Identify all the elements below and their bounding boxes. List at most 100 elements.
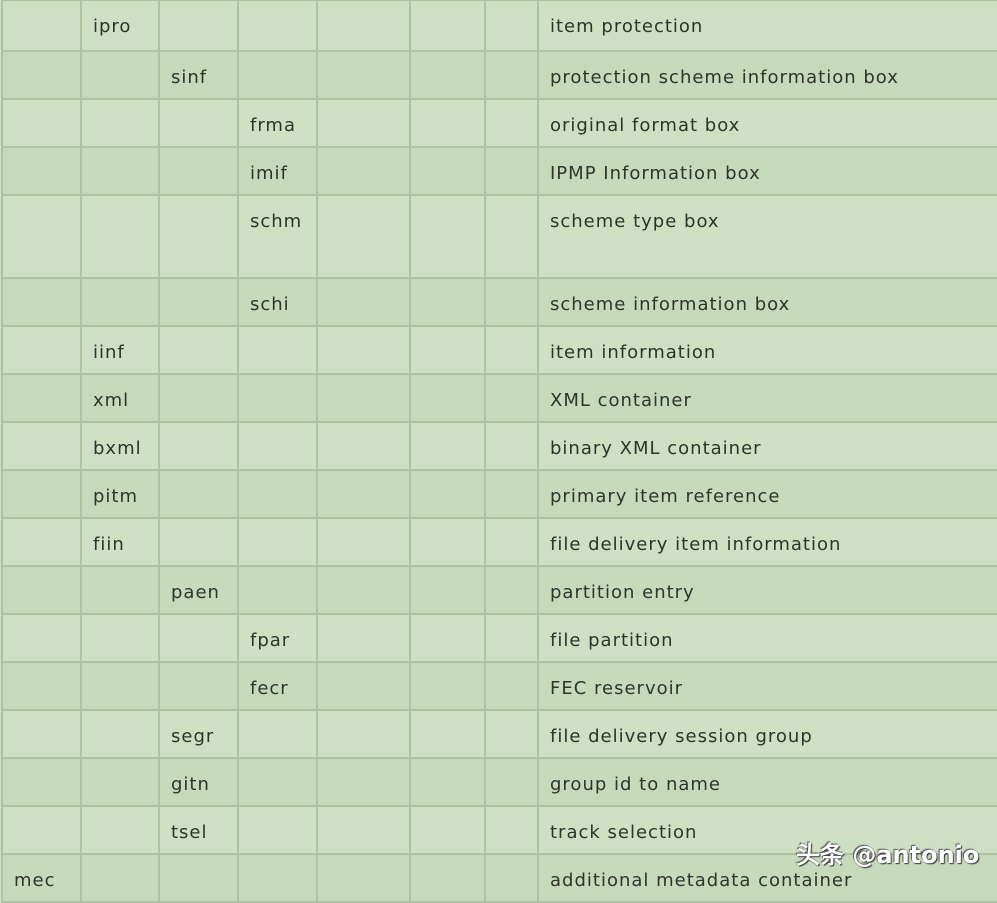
- table-row: fiin file delivery item information: [1, 517, 997, 567]
- box-type-cell: [1, 757, 82, 807]
- box-type-cell: [484, 277, 539, 327]
- box-type-cell: [409, 469, 486, 519]
- box-type-cell: [316, 805, 411, 855]
- box-type-cell: [80, 98, 160, 148]
- description-cell: item protection: [537, 0, 997, 52]
- box-type-cell: [237, 469, 318, 519]
- box-type-cell: [409, 98, 486, 148]
- box-type-cell: [409, 805, 486, 855]
- box-type-cell: [1, 469, 82, 519]
- description-cell: item information: [537, 325, 997, 375]
- box-type-cell: [158, 325, 239, 375]
- box-type-cell: [1, 565, 82, 615]
- box-type-cell: [158, 469, 239, 519]
- box-type-cell: iinf: [80, 325, 160, 375]
- box-type-cell: tsel: [158, 805, 239, 855]
- table-row: ipro item protection: [1, 0, 997, 52]
- box-type-cell: schm: [237, 194, 318, 279]
- box-type-cell: [484, 194, 539, 279]
- box-type-cell: frma: [237, 98, 318, 148]
- box-type-cell: [316, 277, 411, 327]
- box-type-cell: [484, 565, 539, 615]
- box-type-cell: [80, 661, 160, 711]
- box-type-cell: [158, 146, 239, 196]
- box-type-cell: [1, 277, 82, 327]
- box-type-cell: [484, 325, 539, 375]
- box-type-cell: fiin: [80, 517, 160, 567]
- box-type-cell: [484, 0, 539, 52]
- table-row: bxml binary XML container: [1, 421, 997, 471]
- box-type-cell: [237, 50, 318, 100]
- box-type-cell: [237, 805, 318, 855]
- box-type-cell: [409, 709, 486, 759]
- box-type-cell: [1, 421, 82, 471]
- table-row: segr file delivery session group: [1, 709, 997, 759]
- box-type-cell: [409, 565, 486, 615]
- description-cell: file delivery item information: [537, 517, 997, 567]
- box-type-cell: [158, 613, 239, 663]
- box-type-cell: [1, 613, 82, 663]
- box-type-cell: [80, 565, 160, 615]
- box-type-cell: imif: [237, 146, 318, 196]
- table-row: pitm primary item reference: [1, 469, 997, 519]
- description-cell: binary XML container: [537, 421, 997, 471]
- box-type-cell: ipro: [80, 0, 160, 52]
- table-row: schi scheme information box: [1, 277, 997, 327]
- box-type-cell: [158, 661, 239, 711]
- box-type-cell: [1, 709, 82, 759]
- box-type-cell: [316, 146, 411, 196]
- box-type-cell: fecr: [237, 661, 318, 711]
- table-row: paen partition entry: [1, 565, 997, 615]
- box-type-cell: paen: [158, 565, 239, 615]
- table-row: sinf protection scheme information box: [1, 50, 997, 100]
- box-type-cell: [316, 565, 411, 615]
- box-type-cell: xml: [80, 373, 160, 423]
- box-type-cell: [316, 194, 411, 279]
- box-type-cell: [158, 421, 239, 471]
- box-type-cell: [80, 194, 160, 279]
- box-type-cell: [409, 517, 486, 567]
- box-type-cell: [484, 709, 539, 759]
- table-row: fpar file partition: [1, 613, 997, 663]
- box-type-cell: [484, 757, 539, 807]
- table-row: fecr FEC reservoir: [1, 661, 997, 711]
- description-cell: track selection: [537, 805, 997, 855]
- box-type-cell: [409, 325, 486, 375]
- table-row: schm scheme type box: [1, 194, 997, 279]
- box-type-cell: [409, 853, 486, 903]
- box-type-cell: [80, 146, 160, 196]
- description-cell: IPMP Information box: [537, 146, 997, 196]
- box-type-cell: [484, 853, 539, 903]
- box-type-cell: sinf: [158, 50, 239, 100]
- box-type-cell: [237, 757, 318, 807]
- box-type-cell: [484, 805, 539, 855]
- description-cell: primary item reference: [537, 469, 997, 519]
- box-type-cell: [316, 50, 411, 100]
- box-type-cell: [237, 0, 318, 52]
- box-type-cell: [158, 517, 239, 567]
- box-type-cell: [316, 325, 411, 375]
- table-row: xml XML container: [1, 373, 997, 423]
- box-type-cell: [1, 325, 82, 375]
- box-type-cell: [1, 517, 82, 567]
- box-type-cell: [80, 50, 160, 100]
- table-row: tsel track selection: [1, 805, 997, 855]
- table-row: iinf item information: [1, 325, 997, 375]
- box-type-cell: [80, 277, 160, 327]
- box-type-cell: [237, 373, 318, 423]
- box-type-cell: [409, 757, 486, 807]
- description-cell: original format box: [537, 98, 997, 148]
- box-type-cell: gitn: [158, 757, 239, 807]
- box-type-cell: [316, 757, 411, 807]
- box-type-cell: [1, 146, 82, 196]
- description-cell: FEC reservoir: [537, 661, 997, 711]
- box-type-cell: [409, 613, 486, 663]
- box-type-cell: [1, 98, 82, 148]
- box-type-cell: [237, 325, 318, 375]
- box-type-cell: segr: [158, 709, 239, 759]
- box-type-cell: [409, 421, 486, 471]
- box-type-cell: [80, 613, 160, 663]
- box-type-cell: [158, 853, 239, 903]
